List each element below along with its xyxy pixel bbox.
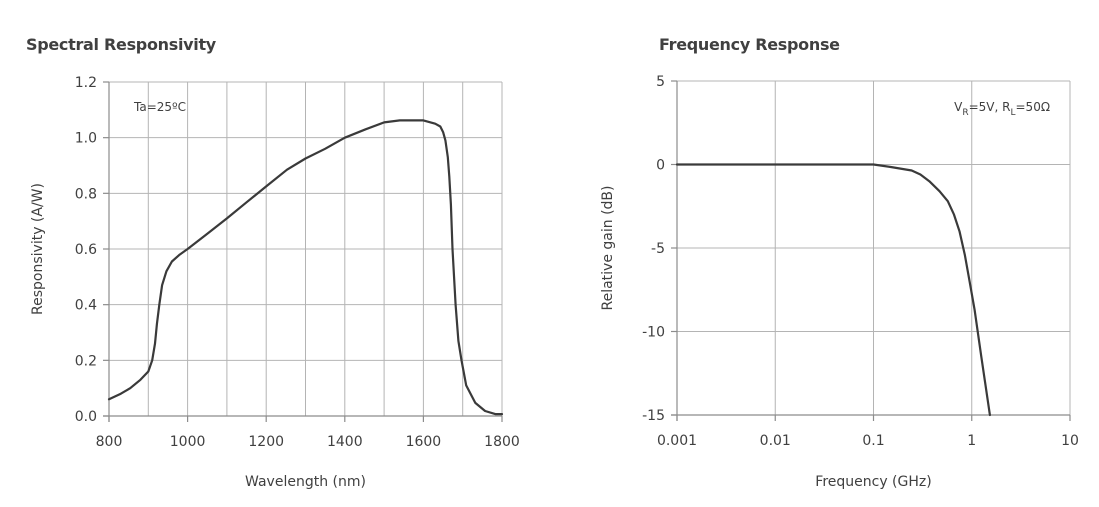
annotation-text: V — [954, 100, 963, 114]
y-tick-label: 0.0 — [75, 409, 97, 425]
x-tick-label: 1 — [967, 433, 976, 449]
x-tick-label: 0.1 — [862, 433, 884, 449]
annotation-bias-load: VR=5V, RL=50Ω — [954, 100, 1050, 118]
y-tick-label: 0.2 — [75, 353, 97, 369]
annotation-text: =5V, R — [969, 100, 1011, 114]
annotation-text: =50Ω — [1016, 100, 1051, 114]
y-tick-label: -10 — [642, 325, 665, 341]
x-tick-label: 1200 — [248, 434, 284, 450]
x-tick-label: 0.01 — [760, 433, 791, 449]
x-tick-label: 0.001 — [657, 433, 697, 449]
annotation-temperature: Ta=25ºC — [133, 100, 186, 114]
y-axis-title: Relative gain (dB) — [600, 185, 616, 310]
y-tick-label: 1.2 — [75, 75, 97, 91]
annotation-subscript: R — [962, 108, 968, 118]
series-line-relative-gain — [675, 163, 991, 417]
x-tick-label: 800 — [96, 434, 123, 450]
y-tick-label: -5 — [651, 241, 665, 257]
y-tick-label: 5 — [656, 74, 665, 90]
y-tick-label: 0 — [656, 158, 665, 174]
y-tick-label: 0.4 — [75, 298, 97, 314]
x-tick-label: 10 — [1061, 433, 1079, 449]
x-tick-label: 1600 — [406, 434, 442, 450]
spectral-responsivity-chart: 0.0 0.2 0.4 0.6 0.8 1.0 1.2 800 1000 1200 1400 1600… — [30, 75, 520, 490]
chart-title-frequency: Frequency Response — [659, 35, 840, 54]
x-tick-label: 1800 — [484, 434, 520, 450]
y-axis-title: Responsivity (A/W) — [30, 183, 46, 315]
y-tick-label: -15 — [642, 408, 665, 424]
x-axis-title: Wavelength (nm) — [245, 474, 366, 490]
y-tick-label: 0.6 — [75, 242, 97, 258]
annotation-subscript: L — [1010, 108, 1015, 118]
x-tick-label: 1400 — [327, 434, 363, 450]
series-line-responsivity — [107, 119, 504, 416]
x-tick-label: 1000 — [170, 434, 206, 450]
chart-title-spectral: Spectral Responsivity — [26, 35, 216, 54]
x-axis-title: Frequency (GHz) — [815, 474, 931, 490]
y-tick-label: 1.0 — [75, 131, 97, 147]
y-tick-label: 0.8 — [75, 186, 97, 202]
